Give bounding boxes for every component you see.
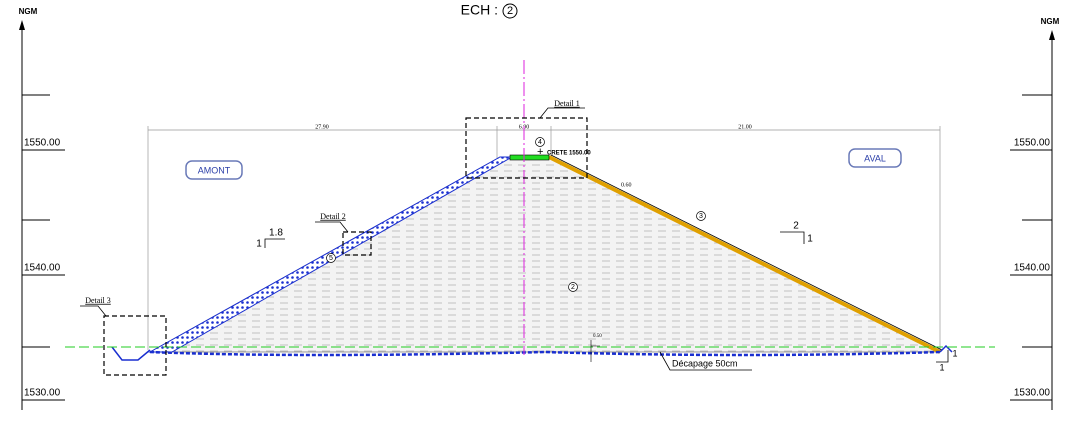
zone-box — [185, 160, 243, 180]
zone-label: AVAL — [864, 153, 886, 163]
detail-label: Detail 3 — [85, 296, 111, 305]
dimension-lines — [147, 126, 941, 350]
elevation-label: 1550.00 — [1014, 138, 1051, 149]
slope-h: 2 — [793, 221, 799, 232]
elevation-label: 1530.00 — [1014, 388, 1051, 399]
slope-h: 1 — [939, 362, 944, 372]
axis-ticks — [1010, 94, 1052, 401]
crest-marker: + — [537, 146, 543, 158]
zone-label: AMONT — [198, 165, 231, 175]
detail-label: Detail 2 — [320, 212, 346, 221]
axis-unit: NGM — [19, 7, 38, 16]
detail-box — [103, 315, 167, 376]
slope-symbol — [936, 350, 949, 363]
scale-mark: 2 — [507, 5, 513, 17]
material-number: 5 — [329, 255, 333, 262]
slope-symbol — [780, 231, 805, 244]
thickness: 0.50 — [593, 334, 602, 339]
elevation-label: 1550.00 — [24, 138, 61, 149]
scale-title: ECH : — [461, 2, 498, 18]
material-markers: 4 3 2 5 — [326, 137, 706, 292]
slope-h: 1.8 — [269, 228, 283, 239]
downstream-protection — [548, 155, 941, 354]
stripping-label: Décapage 50cm — [672, 358, 738, 368]
detail-label: Detail 1 — [554, 99, 580, 108]
leader — [659, 351, 752, 371]
slope-v: 1 — [952, 348, 957, 358]
dimension: 21.00 — [738, 124, 752, 130]
detail-box — [342, 231, 372, 256]
slope-symbol — [264, 238, 285, 248]
scale-circle — [502, 3, 518, 19]
stripping-line — [149, 350, 941, 357]
elevation-label: 1530.00 — [24, 388, 61, 399]
material-number: 4 — [538, 139, 542, 146]
elevation-label: 1540.00 — [1014, 263, 1051, 274]
axis-ticks — [22, 94, 65, 401]
axis-unit: NGM — [1041, 17, 1060, 26]
dam-core — [148, 156, 941, 353]
elevation-label: 1540.00 — [24, 263, 61, 274]
crest-road — [509, 154, 550, 161]
material-number: 3 — [699, 213, 703, 220]
dimension: 27.90 — [315, 124, 329, 130]
slope-v: 1 — [807, 234, 813, 245]
thickness: 0.60 — [621, 182, 632, 188]
crest-label: CRETE 1550.00 — [547, 151, 591, 157]
material-number: 2 — [571, 284, 575, 291]
detail-box — [465, 117, 588, 179]
toe-ditch — [939, 344, 953, 353]
slope-v: 1 — [256, 239, 262, 250]
downstream-edge — [550, 154, 943, 351]
zone-box — [848, 148, 902, 168]
toe-ditch — [111, 346, 151, 361]
